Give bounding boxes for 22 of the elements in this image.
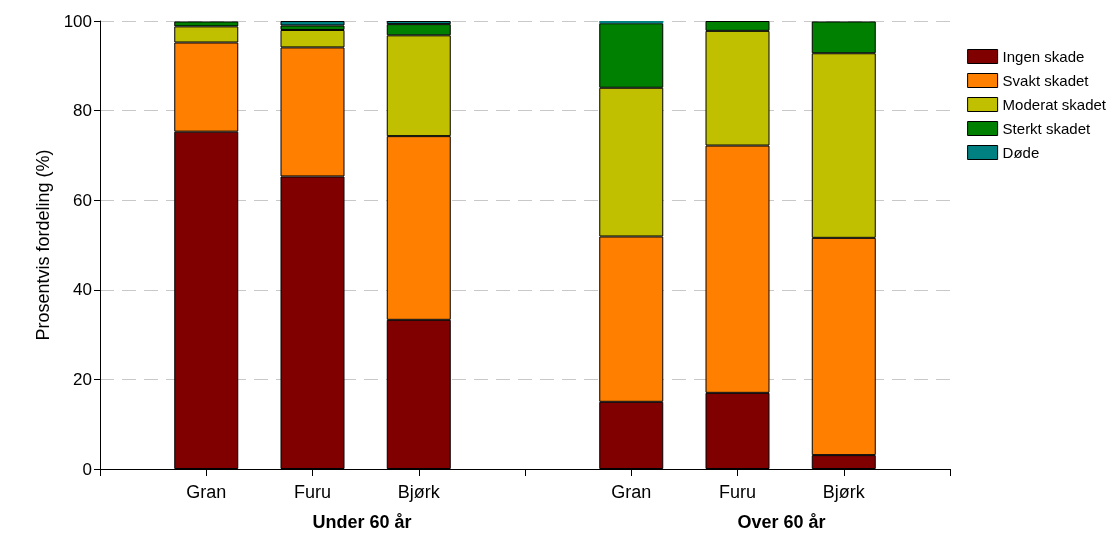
legend-label: Moderat skadet xyxy=(1002,96,1107,113)
y-axis-title: Prosentvis fordeling (%) xyxy=(33,149,53,341)
bar xyxy=(599,21,664,24)
y-tick-label: 100 xyxy=(63,11,92,31)
legend-label: Døde xyxy=(1002,144,1040,161)
x-tick-label: Bjørk xyxy=(822,482,866,502)
legend-label: Sterkt skadet xyxy=(1002,120,1091,137)
x-tick-label: Bjørk xyxy=(397,482,441,502)
y-tick-label: 60 xyxy=(73,190,92,210)
x-tick-label: Furu xyxy=(718,482,757,502)
y-tick-label: 20 xyxy=(73,369,92,389)
x-tick-label: Furu xyxy=(293,482,332,502)
x-tick-label: Gran xyxy=(186,482,227,502)
text: Under 60 år xyxy=(312,512,412,532)
y-tick-label: 80 xyxy=(73,101,92,121)
bar xyxy=(280,21,345,26)
y-tick-label: 0 xyxy=(82,459,92,479)
text: Over 60 år xyxy=(737,512,826,532)
y-tick-label: 40 xyxy=(73,280,92,300)
x-tick-label: Gran xyxy=(611,482,652,502)
legend-label: Ingen skade xyxy=(1002,48,1085,65)
legend-label: Svakt skadet xyxy=(1002,72,1090,89)
